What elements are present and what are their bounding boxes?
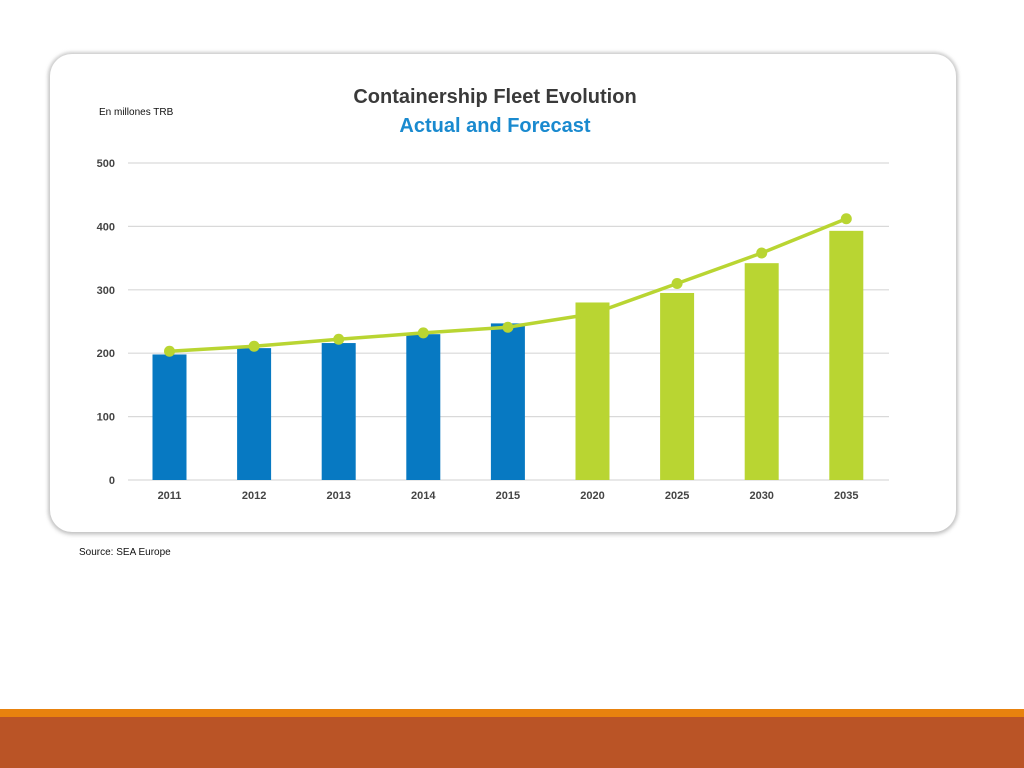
trend-point — [840, 213, 852, 225]
x-tick-label: 2012 — [242, 490, 266, 502]
bar — [660, 292, 695, 480]
bar — [575, 302, 610, 480]
bar — [829, 230, 864, 480]
trend-point — [333, 333, 345, 345]
tick-layer: 0 100 200 300 400 500 2011 2012 2013 2014 2015 2020… — [97, 158, 859, 502]
x-tick-label: 2035 — [834, 490, 858, 502]
bar — [406, 334, 441, 480]
line-layer — [164, 213, 852, 357]
trend-point — [671, 277, 683, 289]
y-tick-label: 100 — [97, 412, 115, 424]
x-tick-label: 2020 — [580, 490, 604, 502]
y-tick-label: 0 — [109, 475, 115, 487]
x-tick-label: 2011 — [158, 490, 182, 502]
x-tick-label: 2013 — [326, 490, 350, 502]
y-axis-unit-label: En millones TRB — [99, 107, 174, 118]
trend-point — [164, 345, 175, 357]
x-tick-label: 2015 — [496, 490, 520, 502]
bar — [744, 263, 779, 480]
source-note: Source: SEA Europe — [79, 547, 171, 558]
footer-band-orange — [0, 709, 1024, 717]
trend-point — [248, 340, 260, 352]
bar-layer — [152, 230, 864, 480]
trend-point — [417, 327, 429, 339]
bar — [490, 323, 525, 480]
y-tick-label: 500 — [97, 158, 115, 170]
y-tick-label: 200 — [97, 348, 115, 360]
chart-title: Containership Fleet Evolution — [353, 86, 637, 108]
x-tick-label: 2025 — [665, 490, 689, 502]
bar — [237, 348, 272, 480]
chart-subtitle: Actual and Forecast — [399, 115, 591, 137]
x-tick-label: 2030 — [749, 490, 773, 502]
footer-band-rust — [0, 717, 1024, 768]
bar — [321, 343, 356, 480]
y-tick-label: 300 — [97, 285, 115, 297]
trend-point — [502, 321, 514, 333]
bar — [152, 354, 187, 480]
x-tick-label: 2014 — [411, 490, 436, 502]
trend-point — [756, 247, 768, 259]
y-tick-label: 400 — [97, 221, 115, 233]
